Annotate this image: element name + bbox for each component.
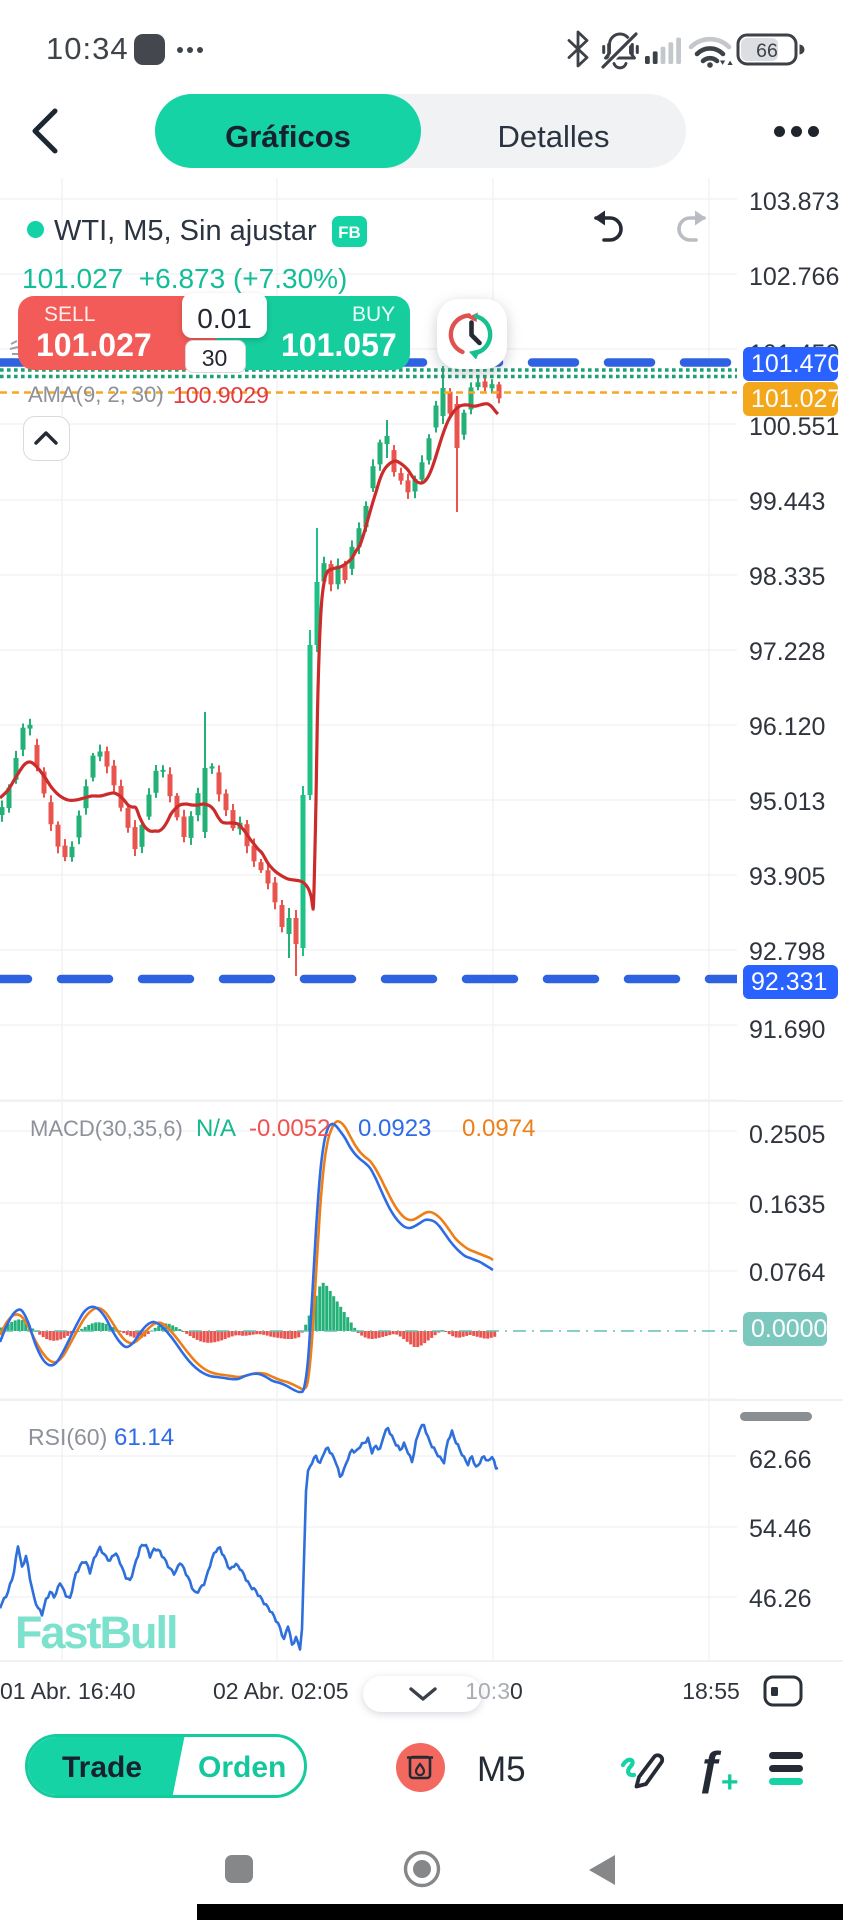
svg-text:66: 66: [756, 40, 778, 62]
